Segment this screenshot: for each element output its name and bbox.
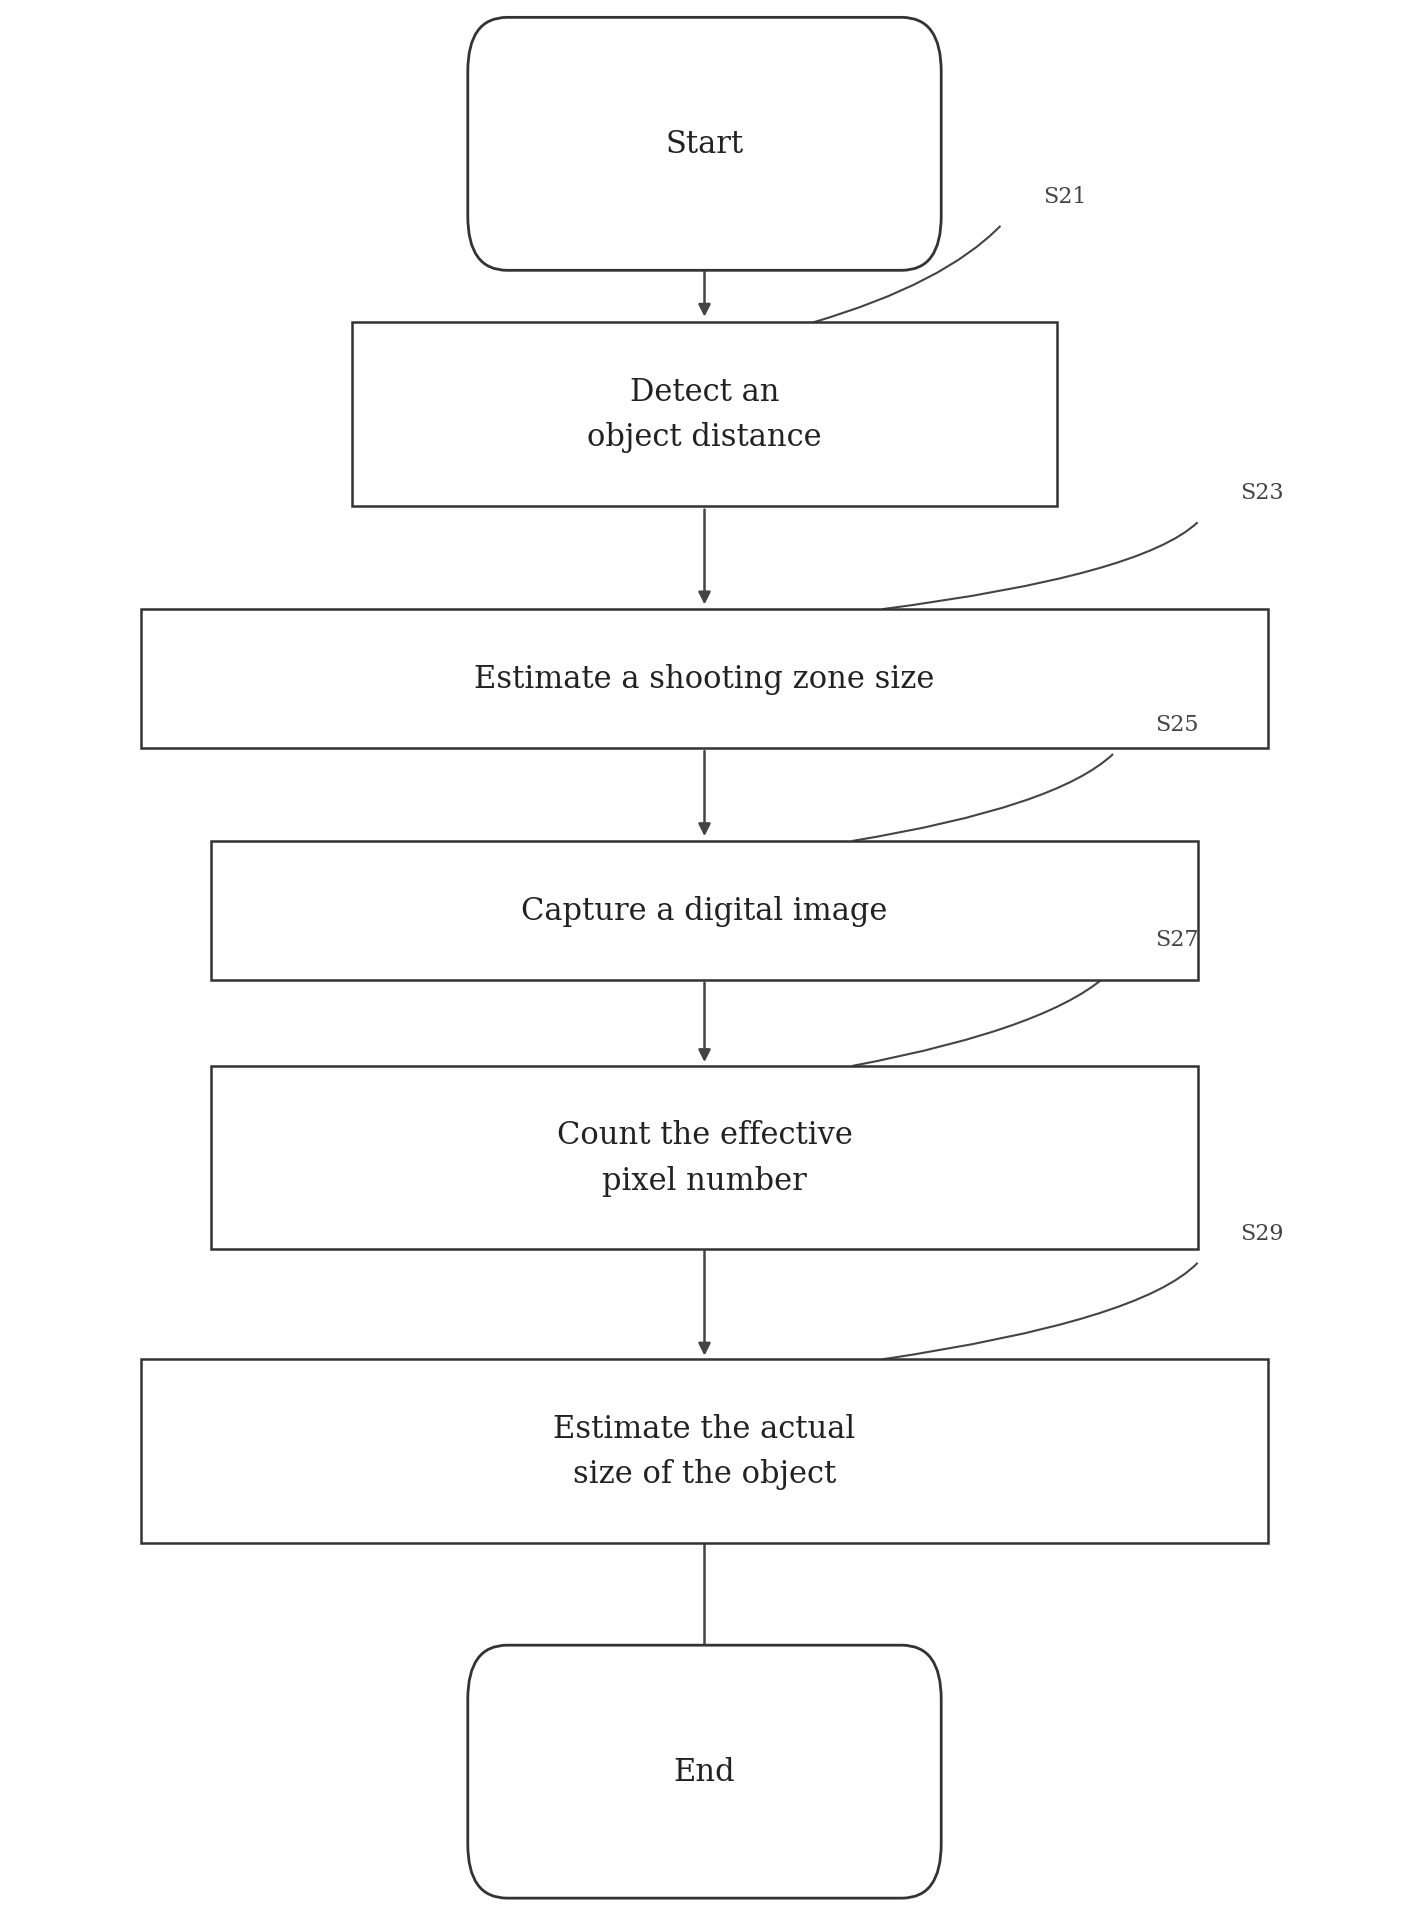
FancyBboxPatch shape: [141, 1359, 1268, 1544]
Text: S25: S25: [1155, 714, 1199, 735]
Text: Start: Start: [665, 129, 744, 160]
Text: Capture a digital image: Capture a digital image: [521, 896, 888, 926]
Text: Count the effective
pixel number: Count the effective pixel number: [557, 1119, 852, 1197]
Text: S29: S29: [1240, 1222, 1284, 1245]
FancyBboxPatch shape: [468, 17, 941, 270]
FancyBboxPatch shape: [141, 610, 1268, 749]
Text: Estimate a shooting zone size: Estimate a shooting zone size: [475, 664, 934, 695]
Text: Estimate the actual
size of the object: Estimate the actual size of the object: [554, 1413, 855, 1490]
Text: Detect an
object distance: Detect an object distance: [588, 376, 821, 454]
FancyBboxPatch shape: [468, 1644, 941, 1899]
FancyBboxPatch shape: [211, 841, 1198, 980]
FancyBboxPatch shape: [211, 1065, 1198, 1251]
Text: End: End: [674, 1756, 735, 1787]
FancyBboxPatch shape: [352, 322, 1057, 506]
Text: S23: S23: [1240, 482, 1284, 504]
Text: S21: S21: [1043, 185, 1086, 207]
Text: S27: S27: [1155, 928, 1199, 950]
